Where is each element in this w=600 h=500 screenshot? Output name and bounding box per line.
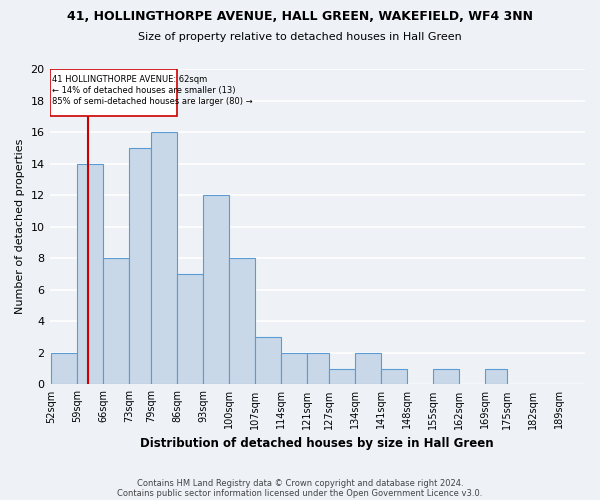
Bar [381, 368, 407, 384]
Bar [307, 353, 329, 384]
Text: 85% of semi-detached houses are larger (80) →: 85% of semi-detached houses are larger (… [52, 96, 253, 106]
Text: Contains HM Land Registry data © Crown copyright and database right 2024.: Contains HM Land Registry data © Crown c… [137, 478, 463, 488]
Text: ← 14% of detached houses are smaller (13): ← 14% of detached houses are smaller (13… [52, 86, 236, 94]
Bar [255, 337, 281, 384]
Bar [52, 353, 77, 384]
X-axis label: Distribution of detached houses by size in Hall Green: Distribution of detached houses by size … [140, 437, 494, 450]
Text: Contains public sector information licensed under the Open Government Licence v3: Contains public sector information licen… [118, 488, 482, 498]
Bar [229, 258, 255, 384]
Bar [281, 353, 307, 384]
Text: Size of property relative to detached houses in Hall Green: Size of property relative to detached ho… [138, 32, 462, 42]
Bar [485, 368, 507, 384]
Bar [103, 258, 129, 384]
Bar [151, 132, 178, 384]
Y-axis label: Number of detached properties: Number of detached properties [15, 139, 25, 314]
Bar [178, 274, 203, 384]
Text: 41 HOLLINGTHORPE AVENUE: 62sqm: 41 HOLLINGTHORPE AVENUE: 62sqm [52, 74, 208, 84]
Bar [433, 368, 459, 384]
Bar [129, 148, 151, 384]
Bar [355, 353, 381, 384]
Bar [77, 164, 103, 384]
Bar [203, 195, 229, 384]
Text: 41, HOLLINGTHORPE AVENUE, HALL GREEN, WAKEFIELD, WF4 3NN: 41, HOLLINGTHORPE AVENUE, HALL GREEN, WA… [67, 10, 533, 23]
FancyBboxPatch shape [50, 69, 178, 116]
Bar [329, 368, 355, 384]
